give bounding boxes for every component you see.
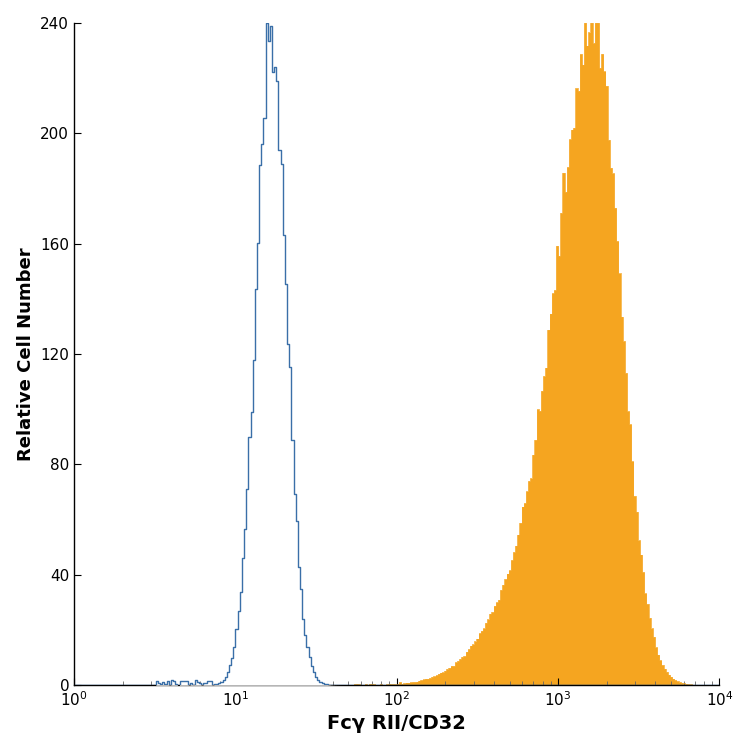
X-axis label: Fcγ RII/CD32: Fcγ RII/CD32: [327, 714, 466, 734]
Y-axis label: Relative Cell Number: Relative Cell Number: [16, 248, 34, 460]
